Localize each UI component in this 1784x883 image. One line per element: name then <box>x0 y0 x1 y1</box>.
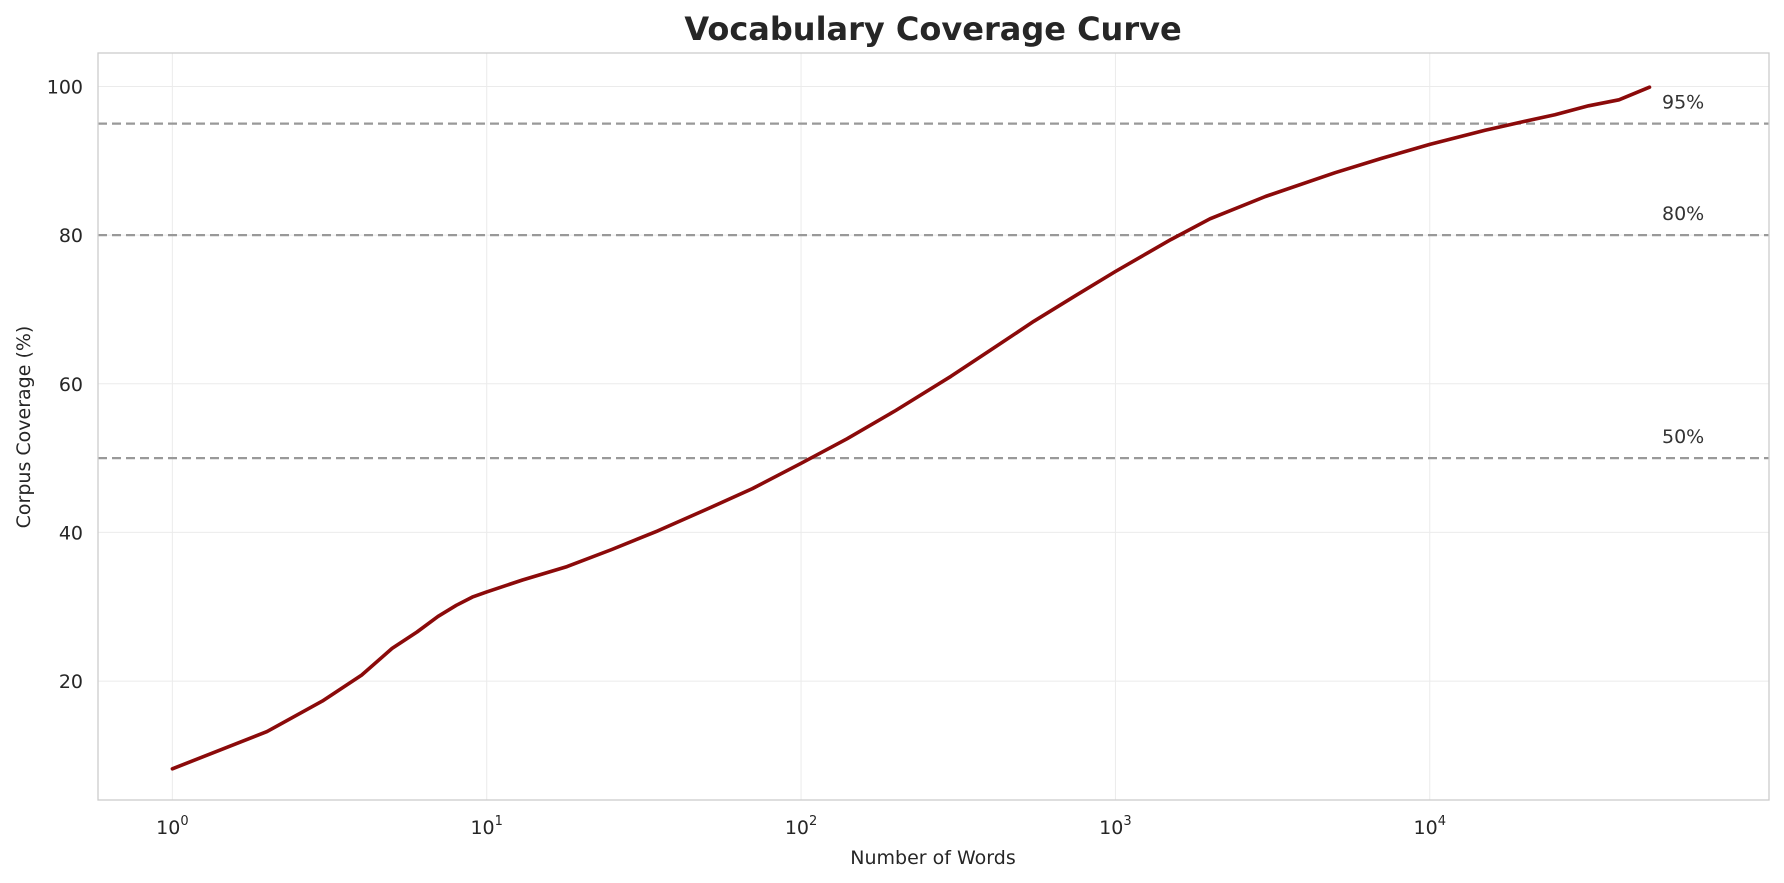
x-tick-exponent: 2 <box>809 814 817 829</box>
y-tick-label: 20 <box>59 671 83 693</box>
x-tick-exponent: 1 <box>495 814 503 829</box>
x-tick-label: 101 <box>470 814 502 839</box>
x-tick-exponent: 3 <box>1123 814 1131 829</box>
threshold-label: 80% <box>1662 203 1704 225</box>
y-tick-label: 80 <box>59 225 83 247</box>
threshold-label: 50% <box>1662 426 1704 448</box>
x-tick-base: 10 <box>1099 817 1123 839</box>
x-tick-base: 10 <box>785 817 809 839</box>
x-tick-label: 104 <box>1414 814 1446 839</box>
chart-title: Vocabulary Coverage Curve <box>684 10 1181 48</box>
x-tick-exponent: 0 <box>180 814 188 829</box>
x-tick-exponent: 4 <box>1438 814 1446 829</box>
threshold-label: 95% <box>1662 92 1704 114</box>
x-tick-label: 102 <box>785 814 817 839</box>
y-tick-label: 60 <box>59 374 83 396</box>
y-tick-label: 40 <box>59 522 83 544</box>
x-tick-label: 103 <box>1099 814 1131 839</box>
x-tick-base: 10 <box>156 817 180 839</box>
plot-frame <box>97 52 1770 801</box>
reference-lines: 95% 80% 50% <box>98 92 1769 460</box>
y-axis-label: Corpus Coverage (%) <box>13 326 35 529</box>
curve-layer <box>170 85 1652 771</box>
x-tick-base: 10 <box>1414 817 1438 839</box>
coverage-curve <box>170 85 1652 771</box>
x-tick-label: 100 <box>156 814 188 839</box>
grid-layer <box>98 53 1769 800</box>
y-tick-label: 100 <box>47 76 83 98</box>
x-tick-base: 10 <box>470 817 494 839</box>
x-axis-label: Number of Words <box>850 847 1015 869</box>
